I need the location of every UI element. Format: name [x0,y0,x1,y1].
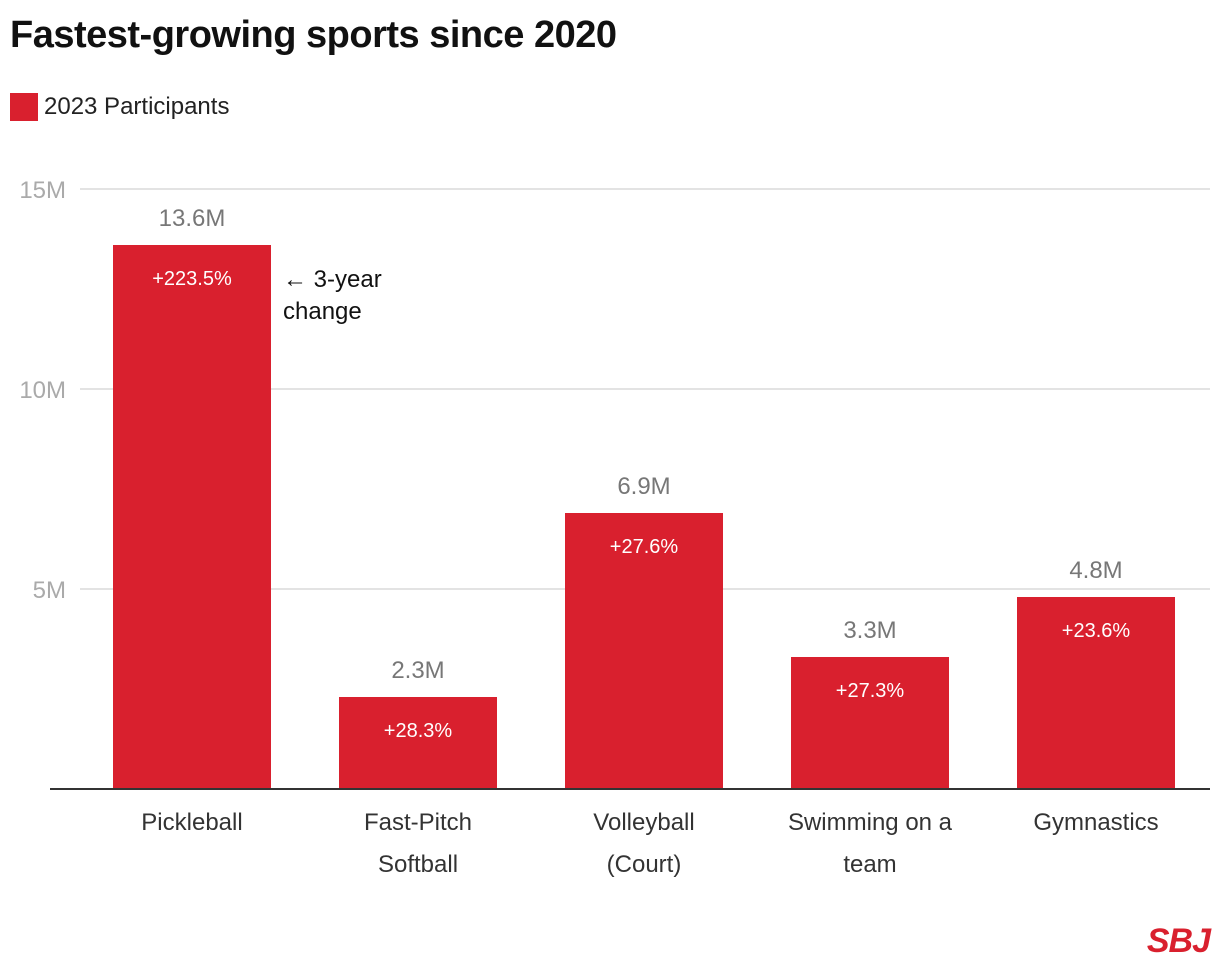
change-label: +23.6% [1062,620,1131,642]
value-label: 2.3M [391,657,444,684]
legend-swatch [10,93,38,121]
value-label: 4.8M [1069,557,1122,584]
x-tick-label: Fast-Pitch [364,809,472,836]
value-label: 3.3M [843,617,896,644]
legend: 2023 Participants [10,93,229,121]
x-tick-label: (Court) [607,851,682,878]
x-tick-label: Volleyball [593,809,694,836]
change-label: +223.5% [152,268,232,290]
x-tick-label: Pickleball [141,809,242,836]
change-label: +27.6% [610,536,679,558]
annotation: ← 3-year [283,266,382,293]
bar [339,697,497,789]
bar [565,513,723,789]
bar [113,245,271,789]
value-label: 13.6M [159,205,226,232]
sbj-logo: SBJ [1146,922,1211,960]
y-tick-label: 10M [19,377,66,404]
change-label: +27.3% [836,680,905,702]
y-tick-label: 15M [19,177,66,204]
legend-label: 2023 Participants [44,93,230,120]
chart-title: Fastest-growing sports since 2020 [10,14,617,56]
value-label: 6.9M [617,473,670,500]
bar [1017,597,1175,789]
change-label: +28.3% [384,720,453,742]
annotation: change [283,298,362,325]
x-tick-label: Gymnastics [1033,809,1158,836]
x-tick-label: Softball [378,851,458,878]
bar [791,657,949,789]
y-tick-label: 5M [33,577,66,604]
x-tick-label: team [843,851,896,878]
x-tick-label: Swimming on a [788,809,953,836]
